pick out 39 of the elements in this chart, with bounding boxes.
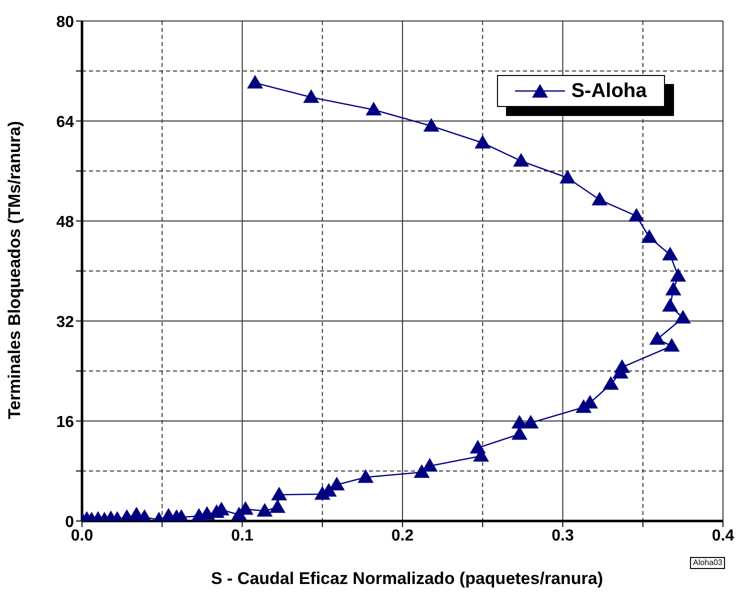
point: [470, 440, 486, 454]
point: [674, 310, 691, 324]
y-tick-label: 16: [56, 414, 74, 431]
point: [662, 246, 678, 260]
point: [423, 118, 440, 132]
y-tick-label: 80: [56, 14, 74, 31]
point: [602, 376, 619, 390]
point: [474, 134, 491, 148]
point: [513, 153, 530, 167]
x-tick-label: 0.1: [231, 527, 254, 544]
y-axis-title: Terminales Bloqueados (TMs/ranura): [5, 120, 25, 422]
y-tick-label: 48: [56, 214, 74, 231]
y-tick-label: 64: [56, 114, 74, 131]
point: [665, 282, 682, 296]
y-tick-label: 32: [56, 314, 74, 331]
text: Aloha03: [690, 557, 726, 569]
point: [414, 464, 430, 478]
point: [247, 74, 264, 88]
legend-label: S-Aloha: [571, 80, 647, 102]
x-tick-label: 0.3: [552, 527, 574, 544]
point: [358, 469, 374, 483]
point: [649, 331, 666, 345]
point: [270, 499, 286, 513]
x-axis-title: S - Caudal Eficaz Normalizado (paquetes/ranura): [210, 569, 604, 589]
point: [560, 170, 576, 184]
point: [662, 298, 678, 312]
point: [592, 192, 608, 206]
point: [628, 208, 644, 222]
point: [641, 229, 658, 243]
x-tick-label: 0.2: [391, 527, 414, 544]
point: [256, 503, 273, 517]
point: [303, 89, 320, 103]
x-tick-label: 0.4: [712, 527, 734, 544]
point: [670, 268, 686, 282]
point: [664, 338, 680, 352]
point: [614, 359, 630, 373]
point: [422, 458, 438, 472]
point: [366, 102, 382, 116]
point: [271, 486, 288, 500]
